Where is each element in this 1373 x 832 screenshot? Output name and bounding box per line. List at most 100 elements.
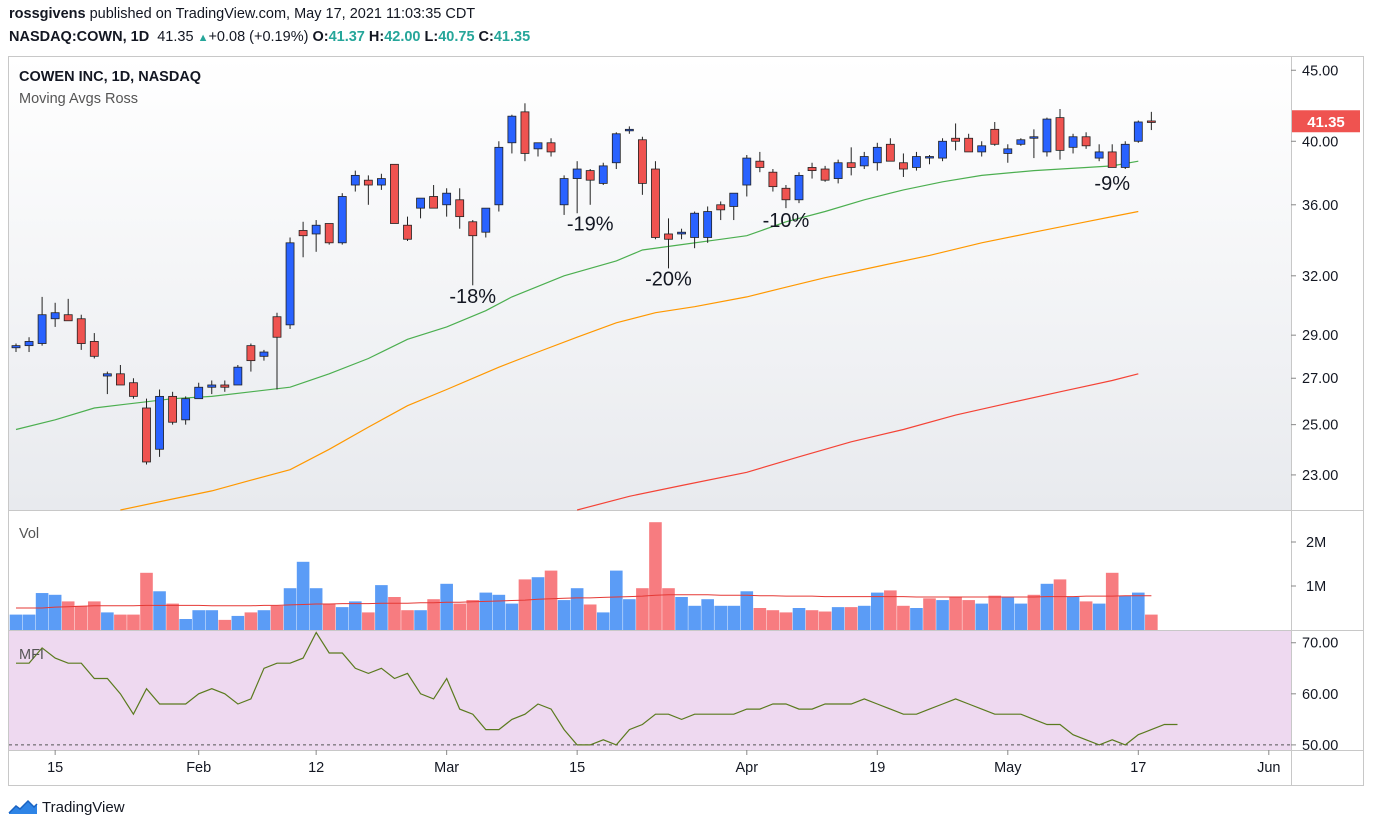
volume-bar bbox=[375, 585, 388, 630]
candle bbox=[416, 197, 425, 219]
volume-bar bbox=[857, 605, 871, 630]
candle-body bbox=[324, 223, 334, 244]
price-tick-label: 40.00 bbox=[1302, 134, 1338, 150]
volume-bar bbox=[22, 614, 36, 630]
candle-body bbox=[168, 395, 178, 423]
volume-label: Vol bbox=[19, 526, 39, 542]
candle-body bbox=[651, 168, 660, 238]
candle bbox=[311, 220, 321, 252]
candle-body bbox=[311, 224, 321, 235]
candle bbox=[611, 132, 621, 170]
candle-body bbox=[50, 312, 60, 320]
candle-body bbox=[363, 179, 373, 186]
volume-bar bbox=[792, 608, 806, 630]
candle bbox=[964, 133, 974, 153]
symbol-label[interactable]: NASDAQ:COWN, 1D bbox=[9, 29, 150, 45]
footer-brand[interactable]: TradingView bbox=[42, 798, 125, 816]
volume-bar bbox=[309, 588, 323, 630]
candle bbox=[468, 220, 478, 286]
candle bbox=[220, 380, 230, 392]
candle bbox=[1029, 129, 1039, 159]
candle bbox=[142, 398, 151, 465]
volume-bar bbox=[1027, 594, 1041, 630]
volume-bar bbox=[701, 599, 714, 630]
candle-body bbox=[481, 207, 491, 233]
volume-bar bbox=[740, 591, 754, 630]
candle-body bbox=[403, 224, 412, 240]
candle-body bbox=[1029, 136, 1039, 139]
high-label: H: bbox=[368, 29, 385, 45]
drawdown-label: -19% bbox=[567, 213, 614, 235]
candle bbox=[664, 218, 673, 269]
indicator-label[interactable]: Moving Avgs Ross bbox=[19, 91, 138, 107]
candle bbox=[390, 163, 399, 224]
volume-bar bbox=[322, 603, 336, 630]
candle bbox=[129, 378, 138, 399]
candle bbox=[168, 391, 178, 425]
candle bbox=[794, 172, 804, 204]
candle bbox=[102, 371, 112, 395]
candle-body bbox=[142, 407, 151, 463]
time-tick-label: Feb bbox=[186, 760, 211, 776]
volume-bar bbox=[1040, 583, 1054, 630]
volume-bar bbox=[988, 595, 1002, 630]
mfi-label: MFI bbox=[19, 647, 44, 663]
volume-bar bbox=[1001, 597, 1015, 630]
candle-body bbox=[938, 140, 947, 159]
candle-body bbox=[455, 199, 465, 218]
candle bbox=[1146, 111, 1156, 131]
candle bbox=[585, 169, 595, 205]
volume-bar bbox=[596, 612, 610, 630]
volume-bar bbox=[270, 605, 284, 630]
candle bbox=[572, 161, 582, 214]
volume-bar bbox=[88, 601, 101, 630]
volume-bar bbox=[610, 570, 623, 630]
price-tick-label: 45.00 bbox=[1302, 63, 1338, 79]
volume-bar bbox=[414, 610, 427, 630]
time-tick-label: May bbox=[994, 760, 1022, 776]
publish-info: rossgivens published on TradingView.com,… bbox=[9, 6, 475, 22]
volume-bar bbox=[1118, 595, 1132, 630]
volume-bar bbox=[466, 600, 480, 630]
price-change: +0.08 (+0.19%) bbox=[208, 29, 309, 45]
candle-body bbox=[233, 366, 243, 386]
mfi-indicator bbox=[9, 631, 1291, 746]
candle bbox=[885, 138, 895, 162]
volume-bar bbox=[114, 614, 127, 630]
candle-body bbox=[781, 187, 791, 201]
candle-body bbox=[598, 165, 608, 184]
candle bbox=[781, 185, 791, 209]
candle-body bbox=[977, 145, 987, 153]
candle bbox=[703, 206, 713, 243]
volume-tick-label: 1M bbox=[1306, 579, 1326, 595]
candle bbox=[1042, 117, 1052, 157]
candle-body bbox=[990, 128, 1000, 145]
volume-bar bbox=[544, 570, 558, 630]
volume-tick-label: 2M bbox=[1306, 535, 1326, 551]
candle bbox=[742, 154, 752, 197]
candle bbox=[951, 123, 960, 151]
candle-body bbox=[964, 137, 974, 153]
candle bbox=[598, 162, 608, 186]
candle bbox=[520, 103, 530, 162]
candle-body bbox=[807, 167, 817, 172]
drawdown-label: -10% bbox=[763, 210, 810, 232]
candle-body bbox=[155, 395, 164, 450]
candle-body bbox=[624, 128, 634, 132]
candle-body bbox=[768, 171, 778, 188]
candle-body bbox=[416, 197, 425, 209]
candle bbox=[207, 380, 217, 395]
ma-line-ma50 bbox=[120, 210, 1139, 511]
volume-bar bbox=[884, 590, 897, 630]
candle-body bbox=[442, 192, 452, 206]
candle bbox=[89, 333, 99, 359]
publisher-name[interactable]: rossgivens bbox=[9, 6, 86, 22]
candle-body bbox=[337, 196, 347, 244]
candle bbox=[1016, 138, 1026, 146]
volume-bar bbox=[492, 594, 506, 630]
candle-body bbox=[102, 373, 112, 377]
candle-body bbox=[885, 143, 895, 162]
candle bbox=[690, 211, 699, 249]
volume-bar bbox=[296, 561, 310, 630]
